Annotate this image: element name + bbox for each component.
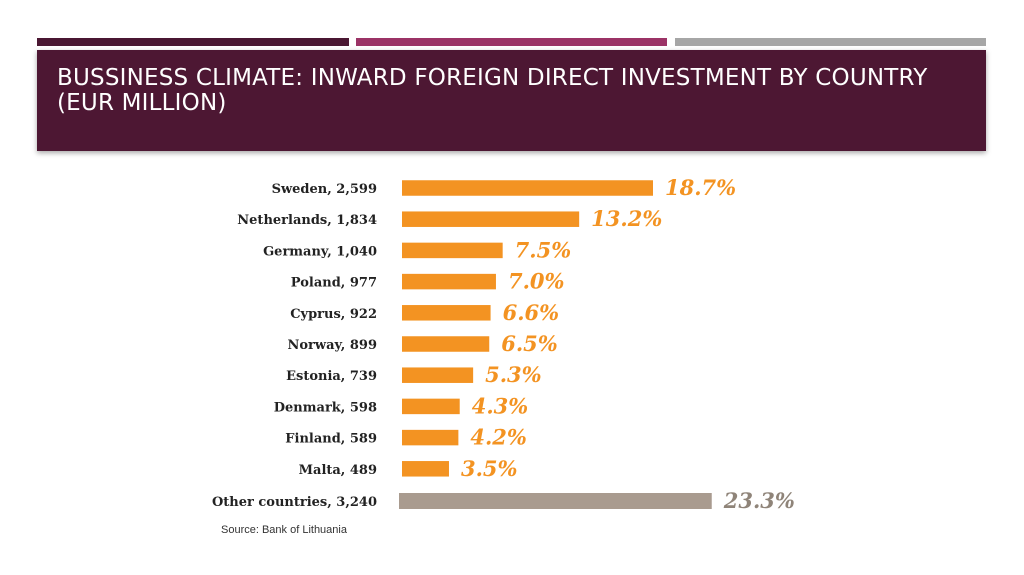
value-label: 6.6% [503, 300, 560, 325]
bar [402, 180, 653, 196]
bar [402, 242, 503, 259]
bar-label: Malta, 489 [299, 463, 377, 478]
value-label: 7.5% [515, 237, 572, 262]
bar-label: Norway, 899 [287, 338, 377, 353]
value-label: 18.7% [665, 175, 736, 200]
bar-label: Germany, 1,040 [263, 244, 377, 259]
value-label: 4.2% [470, 425, 527, 450]
value-label: 7.0% [508, 269, 565, 294]
bar [402, 429, 459, 446]
value-label: 4.3% [472, 393, 529, 418]
accent-bar-gray [675, 38, 986, 46]
source-note: Source: Bank of Lithuania [221, 524, 347, 536]
value-label: 23.3% [723, 488, 795, 513]
bar [402, 367, 474, 383]
value-label: 3.5% [461, 456, 518, 481]
bar-label: Sweden, 2,599 [272, 182, 377, 197]
bar-label: Denmark, 598 [274, 400, 377, 415]
bar [402, 398, 460, 415]
value-label: 6.5% [501, 331, 558, 356]
bar [402, 211, 580, 227]
bar [402, 336, 490, 352]
bar-label: Finland, 589 [285, 432, 377, 447]
title-band: BUSSINESS CLIMATE: INWARD FOREIGN DIRECT… [37, 50, 986, 151]
bar-label: Cyprus, 922 [290, 307, 377, 322]
value-label: 5.3% [485, 362, 542, 387]
accent-bar-magenta [356, 38, 667, 46]
bar-label: Netherlands, 1,834 [237, 213, 377, 228]
slide-title: BUSSINESS CLIMATE: INWARD FOREIGN DIRECT… [57, 65, 928, 116]
value-label: 13.2% [591, 206, 662, 231]
bar [402, 305, 491, 321]
bar-label: Poland, 977 [291, 276, 377, 291]
bar [402, 461, 449, 477]
bar-label: Other countries, 3,240 [212, 495, 377, 510]
bar [402, 273, 496, 290]
bar-other-countries [399, 493, 712, 509]
accent-bar-dark [37, 38, 349, 46]
bar-label: Estonia, 739 [286, 369, 377, 384]
